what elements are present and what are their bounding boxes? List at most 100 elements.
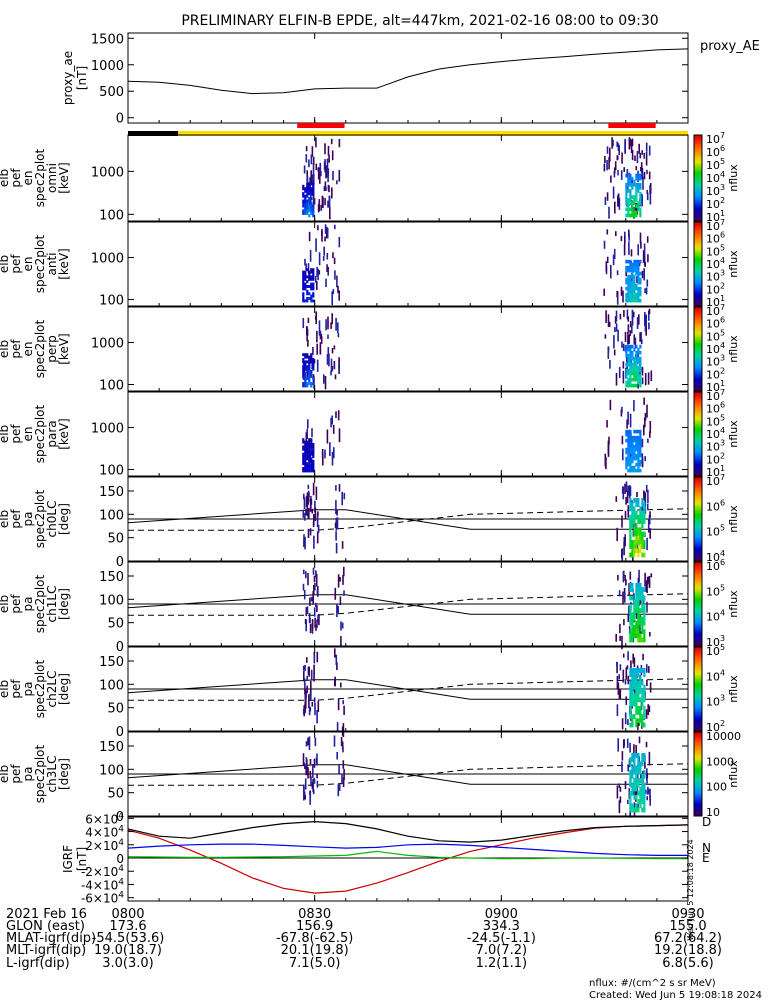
spectrogram-pixel [635, 259, 638, 264]
colorbar-segment [694, 763, 702, 767]
colorbar-segment [694, 264, 702, 267]
spectrogram-pixel [635, 722, 638, 728]
spectrogram-pixel [310, 285, 313, 288]
y-axis-label: [keV] [57, 333, 71, 364]
spectrogram-pixel [629, 413, 632, 428]
colorbar-segment [694, 147, 702, 151]
spectrogram-pixel [308, 209, 311, 213]
colorbar-segment [694, 661, 702, 665]
ephemeris-row-label: MLAT-igrf(dip) [6, 931, 96, 946]
ephemeris-value: 6.8(5.6) [662, 956, 714, 971]
spectrogram-pixel [639, 207, 642, 212]
spectrogram-pixel [633, 383, 636, 388]
spectrogram-pixel [637, 790, 640, 796]
spectrogram-pixel [302, 184, 305, 188]
colorbar-segment [694, 156, 702, 160]
spectrogram-pixel [649, 788, 651, 801]
y-tick-label: 150 [99, 740, 124, 755]
spectrogram-pixel [308, 455, 311, 458]
spectrogram-pixel [641, 761, 644, 767]
spectrogram-pixel [631, 519, 634, 524]
spectrogram-pixel [629, 444, 632, 449]
colorbar-tick-label: 103 [706, 183, 725, 198]
colorbar-segment [694, 734, 702, 737]
colorbar-segment [694, 769, 702, 773]
spectrogram-pixel [639, 432, 642, 437]
spectrogram-pixel [641, 540, 644, 545]
y-tick-label: 1500 [91, 32, 124, 47]
spectrogram-pixel [308, 285, 311, 288]
spectrogram-pixel [635, 769, 638, 775]
spectrogram-pixel [631, 633, 634, 639]
spectrogram-pixel [643, 616, 646, 622]
spectrogram-pixel [636, 202, 638, 215]
spectrogram-pixel [637, 684, 640, 690]
spectrogram-pixel [302, 292, 305, 296]
spectrogram-pixel [635, 765, 638, 771]
spectrogram-pixel [631, 289, 634, 294]
colorbar-segment [694, 525, 702, 528]
y-tick-label: 1000 [91, 421, 124, 436]
spectrogram-pixel [633, 268, 636, 273]
colorbar-frame [693, 646, 703, 732]
spectrogram-pixel [312, 365, 315, 369]
spectrogram-pixel [308, 159, 310, 168]
spectrogram-pixel [639, 232, 642, 244]
spectrogram-pixel [633, 544, 636, 549]
spectrogram-pixel [637, 268, 640, 273]
spectrogram-pixel [643, 672, 646, 677]
colorbar-segment [694, 425, 702, 429]
spectrogram-pixel [633, 616, 636, 622]
spectrogram-pixel [616, 155, 619, 161]
colorbar-segment [694, 291, 702, 294]
spectrogram-pixel [622, 448, 624, 461]
colorbar-segment [694, 483, 702, 486]
spectrogram-pixel [306, 450, 309, 454]
spectrogram-pixel [310, 268, 313, 272]
spectrogram-pixel [635, 527, 638, 533]
colorbar-segment [694, 622, 702, 626]
colorbar-label: nflux [727, 250, 740, 278]
spectrogram-pixel [639, 438, 642, 443]
spectrogram-pixel [633, 769, 636, 775]
spectrogram-pixel [629, 201, 632, 205]
spectrogram-pixel [641, 689, 644, 694]
spectrogram-pixel [304, 211, 307, 215]
igrf-legend-entry: E [702, 851, 710, 865]
spectrogram-pixel [641, 774, 644, 779]
spectrogram-pixel [645, 485, 648, 493]
spectrogram-pixel [306, 355, 309, 359]
spectrogram-pixel [643, 757, 646, 762]
spectrogram-pixel [303, 678, 306, 685]
spectrogram-pixel [627, 441, 630, 446]
spectrogram-pixel [302, 297, 305, 300]
spectrogram-pixel [308, 292, 311, 296]
colorbar-segment [694, 670, 702, 673]
spectrogram-pixel [311, 782, 314, 789]
spectrogram-pixel [621, 406, 623, 414]
spectrogram-pixel [307, 573, 309, 586]
spectrogram-pixel [625, 459, 628, 464]
spectrogram-pixel [637, 604, 640, 609]
spectrogram-pixel [637, 173, 640, 178]
spectrogram-pixel [629, 633, 632, 639]
colorbar-segment [694, 370, 702, 373]
science-zone-bar [297, 123, 345, 128]
spectrogram-pixel [633, 292, 636, 297]
spectrogram-pixel [639, 620, 642, 626]
spectrogram-pixel [616, 527, 618, 542]
spectrogram-pixel [336, 603, 338, 618]
spectrogram-pixel [644, 288, 646, 293]
colorbar-segment [694, 321, 702, 325]
spectrogram-pixel [641, 608, 644, 613]
spectrogram-pixel [637, 629, 640, 634]
colorbar-segment [694, 431, 702, 435]
spectrogram-pixel [629, 182, 632, 187]
spectrogram-pixel [304, 664, 306, 671]
spectrogram-pixel [627, 411, 629, 425]
spectrogram-pixel [627, 324, 630, 332]
spectrogram-pixel [633, 286, 636, 291]
spectrogram-pixel [312, 789, 315, 795]
spectrogram-pixel [641, 604, 644, 609]
spectrogram-pixel [306, 268, 309, 272]
